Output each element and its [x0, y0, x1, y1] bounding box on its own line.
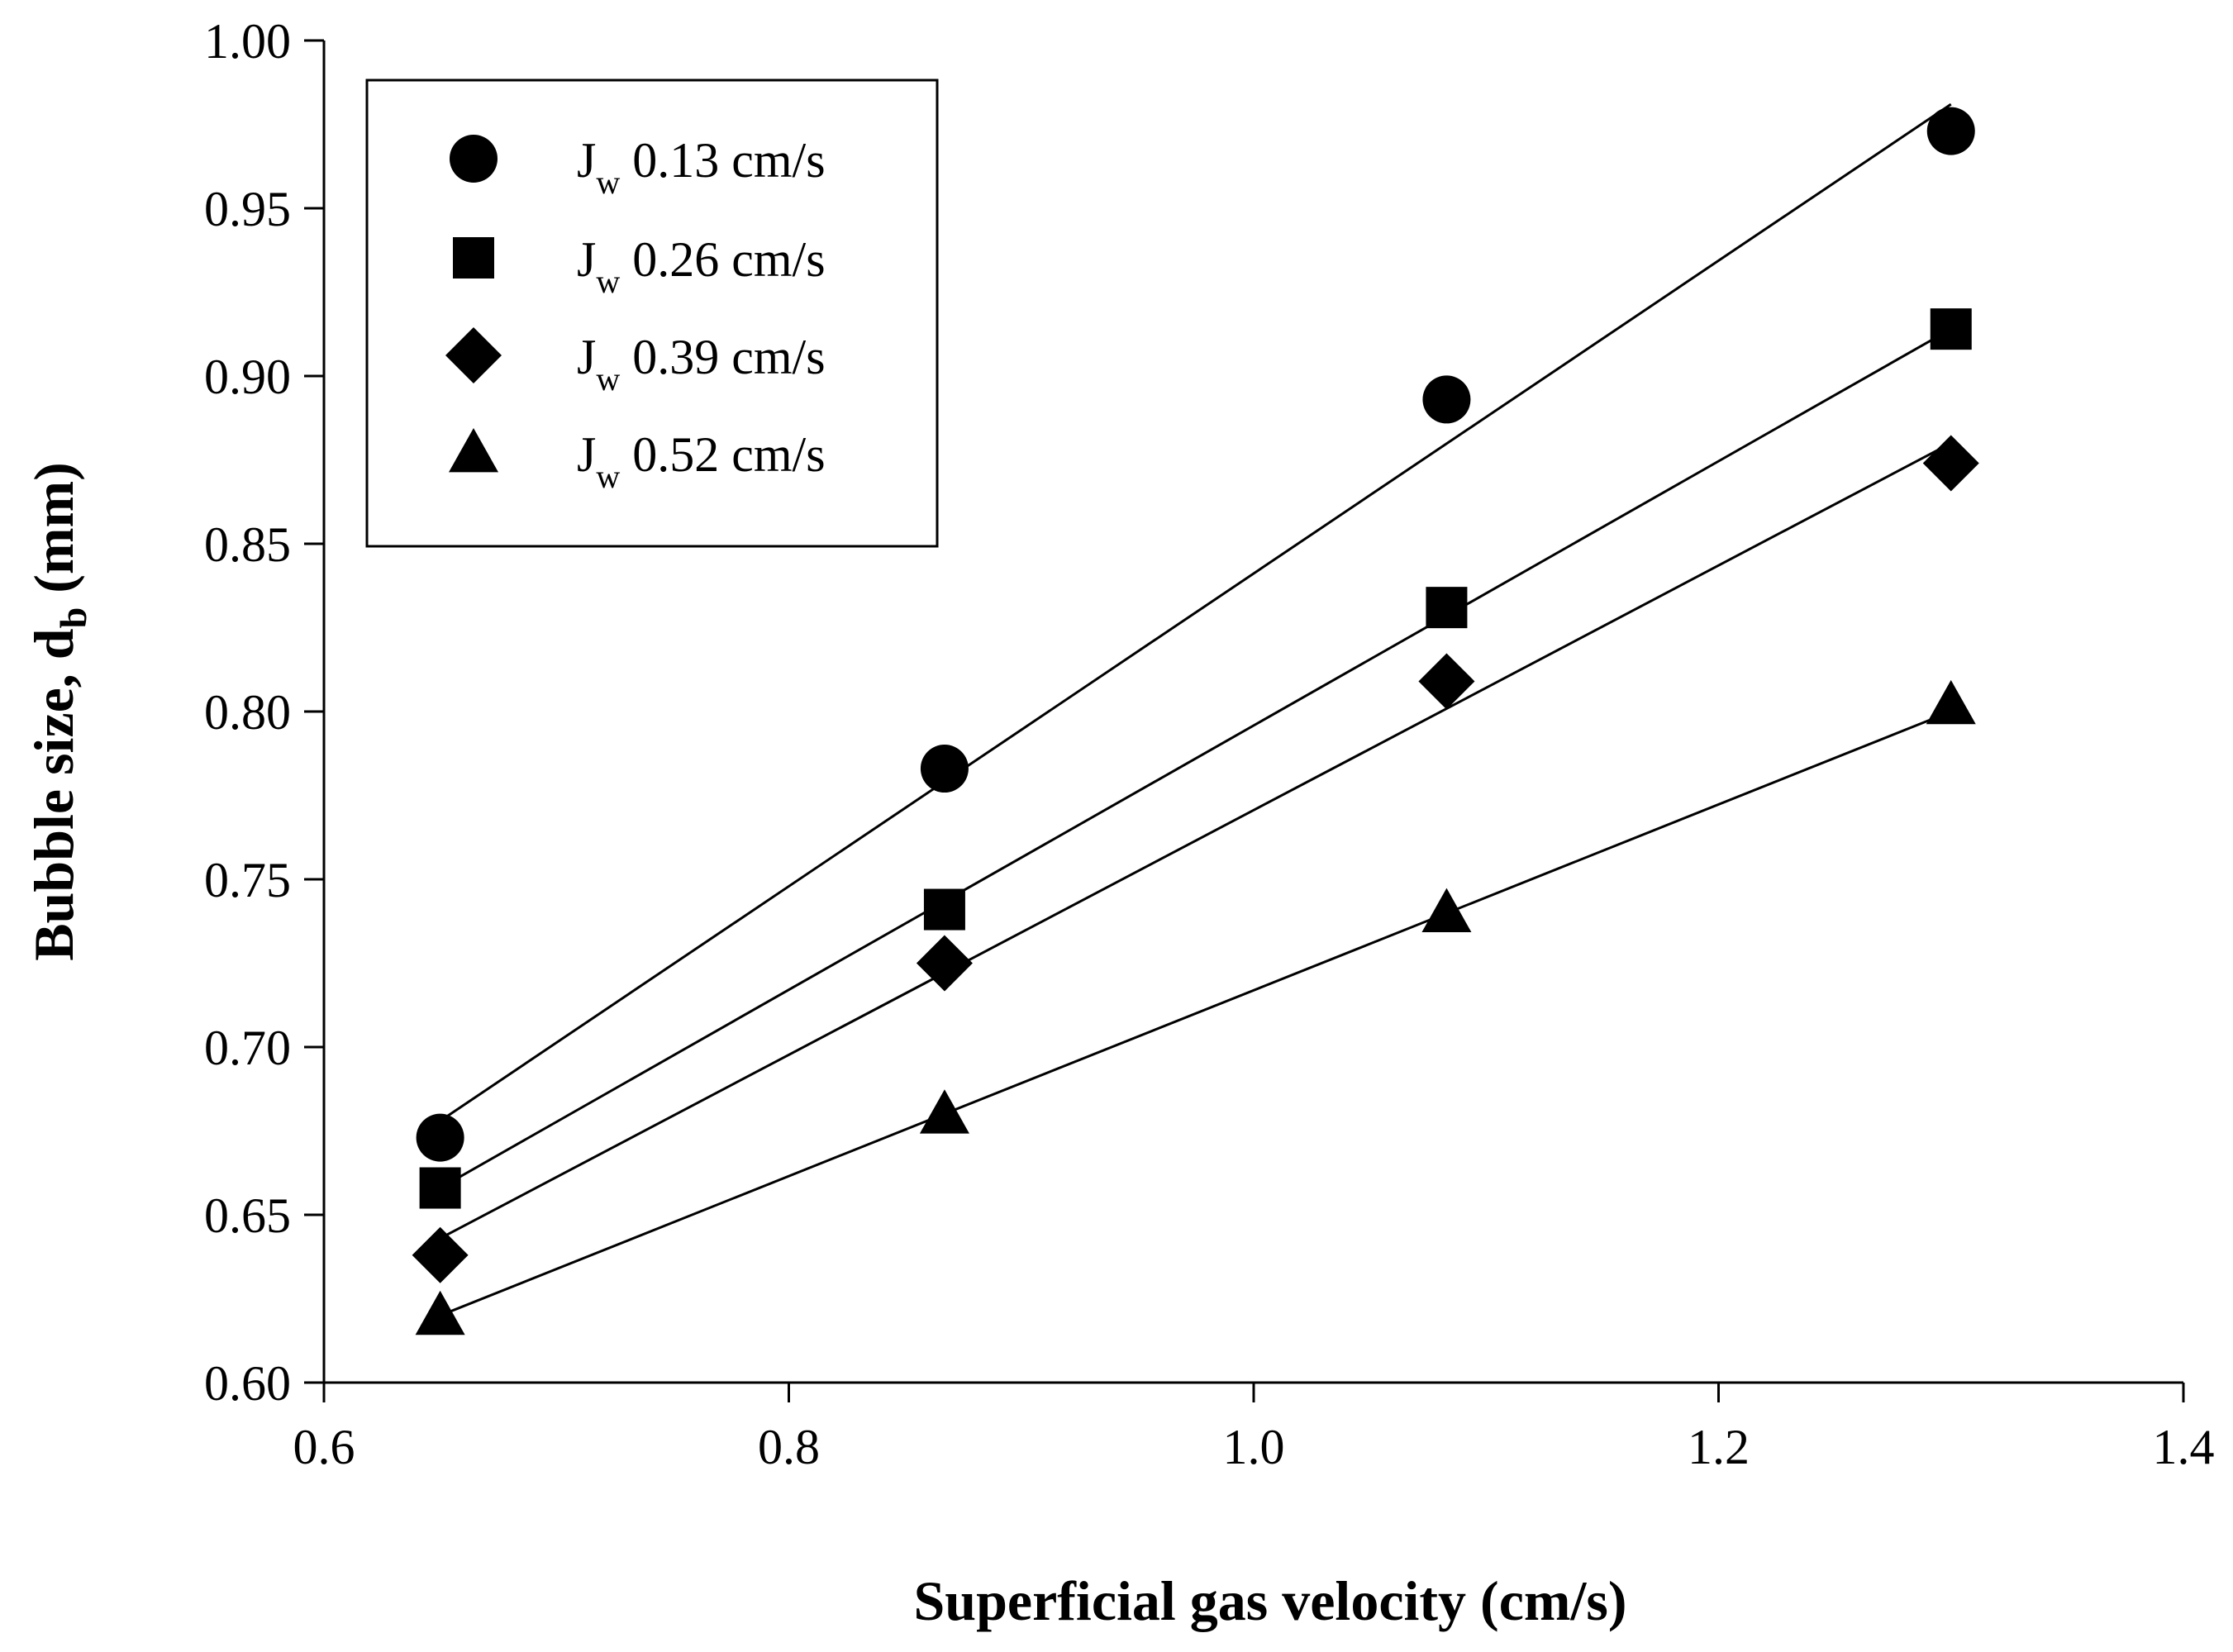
- legend-marker-series-3: [445, 327, 502, 383]
- data-point-series-3-3: [1418, 653, 1475, 710]
- data-point-series-1-3: [1422, 375, 1471, 424]
- x-tick-label-5: 1.4: [2153, 1420, 2215, 1474]
- axis-titles: Superficial gas velocity (cm/s) Bubble si…: [22, 462, 1627, 1632]
- y-tick-label-4: 0.75: [204, 853, 291, 907]
- y-axis-title-subscript: b: [52, 607, 94, 629]
- legend-label-subscript: w: [596, 360, 620, 398]
- y-axis-title-unit: (mm): [22, 462, 85, 607]
- x-tick-label-3: 1.0: [1223, 1420, 1285, 1474]
- y-axis-title-main: Bubble size, d: [22, 628, 85, 961]
- y-axis-title: Bubble size, db (mm): [22, 462, 94, 961]
- x-tick-label-1: 0.6: [293, 1420, 355, 1474]
- x-axis-title: Superficial gas velocity (cm/s): [913, 1569, 1626, 1632]
- data-point-series-4-3: [1421, 888, 1472, 932]
- fit-line-series-1: [439, 102, 1952, 1122]
- legend-label-main: J: [577, 427, 596, 482]
- y-tick-label-1: 0.60: [204, 1356, 291, 1411]
- data-point-series-1-1: [416, 1113, 464, 1162]
- y-tick-label-3: 0.70: [204, 1021, 291, 1075]
- fit-line-series-3: [439, 441, 1952, 1240]
- legend-label-series-2: Jw 0.26 cm/s: [577, 232, 826, 300]
- y-tick-label-8: 0.95: [204, 182, 291, 236]
- x-tick-label-4: 1.2: [1688, 1420, 1750, 1474]
- legend: Jw 0.13 cm/sJw 0.26 cm/sJw 0.39 cm/sJw 0…: [365, 79, 939, 548]
- data-point-series-3-2: [916, 935, 973, 992]
- legend-label-value: 0.13 cm/s: [620, 133, 825, 188]
- legend-label-main: J: [577, 330, 596, 384]
- legend-label-value: 0.52 cm/s: [620, 427, 825, 482]
- data-point-series-2-3: [1426, 587, 1468, 629]
- legend-label-value: 0.39 cm/s: [620, 330, 825, 384]
- data-markers: [412, 107, 1979, 1335]
- legend-label-subscript: w: [596, 164, 620, 201]
- data-point-series-2-4: [1930, 308, 1972, 350]
- legend-label-main: J: [577, 232, 596, 287]
- data-point-series-2-2: [923, 888, 965, 931]
- fit-line-series-4: [440, 710, 1952, 1317]
- legend-label-series-4: Jw 0.52 cm/s: [577, 427, 826, 495]
- data-point-series-3-4: [1922, 435, 1979, 492]
- legend-label-subscript: w: [596, 263, 620, 300]
- y-tick-label-9: 1.00: [204, 14, 291, 69]
- legend-label-value: 0.26 cm/s: [620, 232, 825, 287]
- y-tick-label-6: 0.85: [204, 517, 291, 572]
- legend-label-series-1: Jw 0.13 cm/s: [577, 133, 826, 201]
- legend-marker-series-1: [450, 135, 498, 183]
- fit-lines: [439, 102, 1952, 1317]
- data-point-series-4-2: [919, 1089, 969, 1134]
- data-point-series-4-1: [415, 1290, 465, 1335]
- legend-label-main: J: [577, 133, 596, 188]
- data-point-series-3-1: [412, 1226, 469, 1283]
- legend-label-subscript: w: [596, 458, 620, 495]
- data-point-series-4-4: [1926, 679, 1976, 725]
- legend-label-series-3: Jw 0.39 cm/s: [577, 330, 826, 398]
- data-point-series-1-2: [920, 745, 969, 793]
- fit-line-series-2: [439, 327, 1952, 1189]
- data-point-series-2-1: [419, 1167, 461, 1209]
- y-tick-label-2: 0.65: [204, 1188, 291, 1243]
- data-point-series-1-4: [1926, 107, 1975, 155]
- legend-marker-series-2: [453, 237, 494, 279]
- legend-marker-series-4: [449, 428, 498, 473]
- y-tick-label-7: 0.90: [204, 350, 291, 404]
- axes: 0.6 0.8 1.0 1.2 1.4 0.60 0.65 0.70 0.75 0.80 0.85 0…: [204, 14, 2215, 1474]
- x-tick-label-2: 0.8: [758, 1420, 820, 1474]
- y-tick-label-5: 0.80: [204, 685, 291, 740]
